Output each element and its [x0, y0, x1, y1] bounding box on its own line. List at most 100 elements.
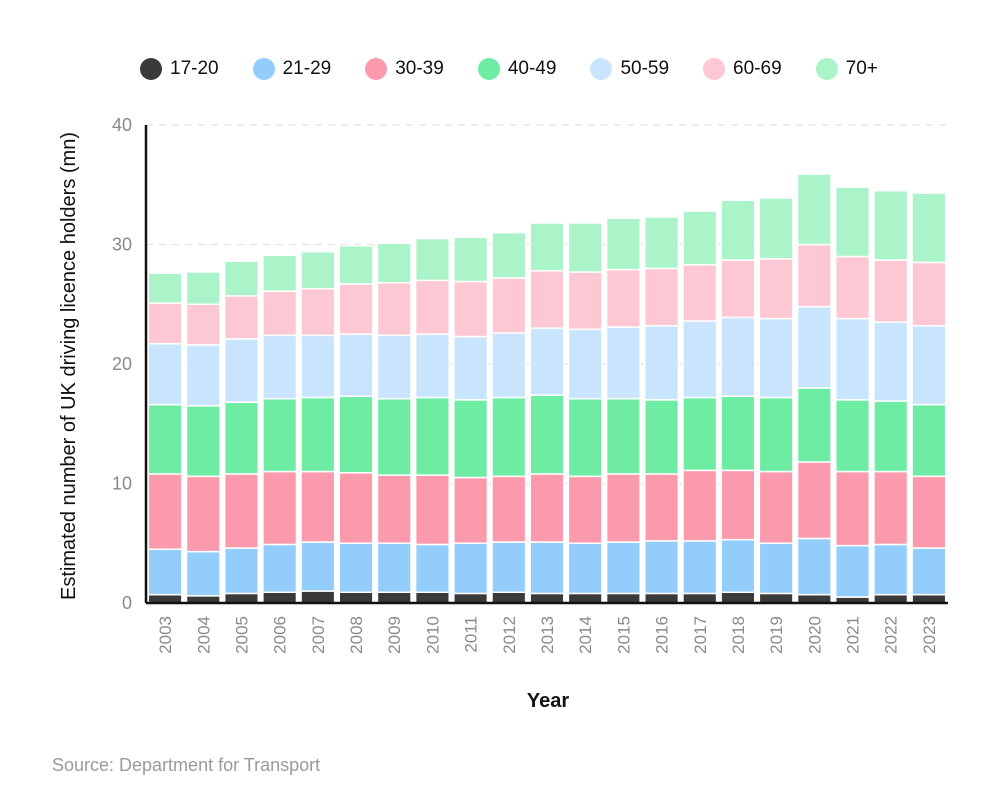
bar-segment-60-69-2012 — [491, 277, 527, 334]
bar-segment-21-29-2022 — [873, 543, 909, 596]
bar-segment-60-69-2023 — [911, 261, 947, 327]
bar-segment-60-69-2003 — [147, 302, 183, 345]
x-tick-label: 2011 — [462, 616, 481, 653]
bar-segment-50-59-2019 — [758, 317, 794, 399]
x-tick-label: 2003 — [156, 616, 175, 654]
bar-segment-60-69-2019 — [758, 258, 794, 320]
legend-swatch — [703, 58, 726, 80]
bar-segment-21-29-2017 — [682, 540, 718, 595]
bar-segment-21-29-2019 — [758, 542, 794, 595]
bar-segment-50-59-2018 — [720, 316, 756, 398]
bar-segment-40-49-2018 — [720, 395, 756, 472]
legend: 17-20 21-29 30-39 40-49 50-59 60-69 70+ — [140, 58, 912, 80]
bar-segment-40-49-2015 — [605, 397, 641, 475]
x-tick-label: 2013 — [538, 616, 557, 654]
bar-segment-30-39-2007 — [300, 470, 336, 543]
bar-segment-50-59-2020 — [796, 305, 832, 389]
bar-segment-70+-2003 — [147, 272, 183, 304]
bar-segment-60-69-2022 — [873, 259, 909, 323]
bar-segment-21-29-2016 — [644, 540, 680, 595]
bar-segment-70+-2022 — [873, 189, 909, 261]
bar-segment-50-59-2009 — [376, 334, 412, 400]
bar-segment-50-59-2010 — [414, 333, 450, 399]
bar-segment-21-29-2013 — [529, 541, 565, 595]
bar-segment-50-59-2016 — [644, 325, 680, 401]
x-tick-label: 2008 — [347, 616, 366, 654]
bar-segment-30-39-2020 — [796, 461, 832, 540]
bar-segment-30-39-2014 — [567, 475, 603, 544]
bar-segment-21-29-2008 — [338, 542, 374, 593]
bar-segment-70+-2021 — [834, 186, 871, 258]
bar-segment-17-20-2022 — [873, 593, 909, 604]
bar-segment-17-20-2012 — [491, 591, 527, 604]
bar-segment-30-39-2006 — [262, 470, 298, 546]
bar-segment-50-59-2021 — [834, 317, 871, 401]
x-tick-label: 2012 — [500, 616, 519, 654]
bar-segment-70+-2005 — [223, 260, 260, 297]
bar-segment-50-59-2013 — [529, 327, 565, 396]
legend-swatch — [252, 58, 275, 80]
bar-segment-50-59-2004 — [185, 344, 221, 407]
bar-segment-60-69-2007 — [300, 287, 336, 337]
bar-segment-70+-2004 — [185, 271, 221, 305]
bar-segment-60-69-2020 — [796, 243, 832, 308]
bar-segment-40-49-2005 — [223, 401, 260, 475]
legend-item-30-39: 30-39 — [365, 58, 444, 80]
bar-segment-40-49-2010 — [414, 396, 450, 476]
x-tick-label: 2010 — [423, 616, 442, 654]
bar-segment-50-59-2023 — [911, 325, 947, 406]
bar-segment-17-20-2013 — [529, 592, 565, 604]
bar-segment-40-49-2020 — [796, 387, 832, 463]
bar-segment-21-29-2010 — [414, 543, 450, 593]
bar-segment-40-49-2011 — [453, 399, 489, 479]
y-tick-label: 20 — [112, 354, 132, 374]
x-tick-label: 2009 — [385, 616, 404, 654]
bar-segment-17-20-2015 — [605, 592, 641, 604]
bar-segment-17-20-2018 — [720, 591, 756, 604]
bar-segment-21-29-2015 — [605, 541, 641, 595]
bar-segment-21-29-2004 — [185, 550, 221, 597]
bar-segment-50-59-2017 — [682, 320, 718, 399]
bar-segment-70+-2017 — [682, 210, 718, 266]
x-axis-title: Year — [527, 690, 569, 712]
bar-segment-70+-2006 — [262, 254, 298, 292]
x-tick-label: 2007 — [309, 616, 328, 654]
bar-segment-60-69-2017 — [682, 264, 718, 322]
bar-segment-60-69-2010 — [414, 279, 450, 335]
bar-segment-21-29-2012 — [491, 541, 527, 593]
x-tick-label: 2004 — [194, 616, 213, 654]
bar-segment-21-29-2003 — [147, 548, 183, 596]
bar-segment-70+-2014 — [567, 222, 603, 273]
legend-item-60-69: 60-69 — [703, 58, 782, 80]
legend-label: 21-29 — [282, 58, 332, 79]
bar-segment-70+-2009 — [376, 242, 412, 284]
bar-segment-21-29-2011 — [453, 542, 489, 595]
bar-segment-30-39-2021 — [834, 470, 871, 547]
bar-segment-30-39-2015 — [605, 473, 641, 543]
bar-segment-30-39-2013 — [529, 473, 565, 543]
bar-segment-21-29-2014 — [567, 542, 603, 595]
x-tick-label: 2021 — [844, 616, 863, 654]
bar-segment-17-20-2006 — [262, 591, 298, 604]
bar-segment-70+-2023 — [911, 192, 947, 264]
bar-segment-70+-2020 — [796, 173, 832, 246]
bar-segment-17-20-2020 — [796, 593, 832, 604]
bar-segment-17-20-2009 — [376, 591, 412, 604]
bar-segment-30-39-2010 — [414, 474, 450, 546]
bar-segment-60-69-2018 — [720, 259, 756, 319]
bar-segment-50-59-2008 — [338, 333, 374, 398]
bar-segment-30-39-2008 — [338, 471, 374, 544]
legend-label: 30-39 — [395, 58, 444, 79]
bar-segment-60-69-2021 — [834, 255, 871, 320]
x-tick-label: 2023 — [920, 616, 939, 654]
bar-segment-50-59-2014 — [567, 328, 603, 400]
legend-label: 60-69 — [733, 58, 782, 79]
bar-segment-40-49-2004 — [185, 405, 221, 478]
bar-segment-17-20-2023 — [911, 593, 947, 604]
bar-segment-50-59-2003 — [147, 342, 183, 406]
bar-segment-40-49-2006 — [262, 397, 298, 473]
bar-segment-40-49-2016 — [644, 399, 680, 475]
bar-segment-40-49-2009 — [376, 397, 412, 476]
legend-swatch — [590, 58, 613, 80]
legend-item-40-49: 40-49 — [477, 58, 556, 80]
